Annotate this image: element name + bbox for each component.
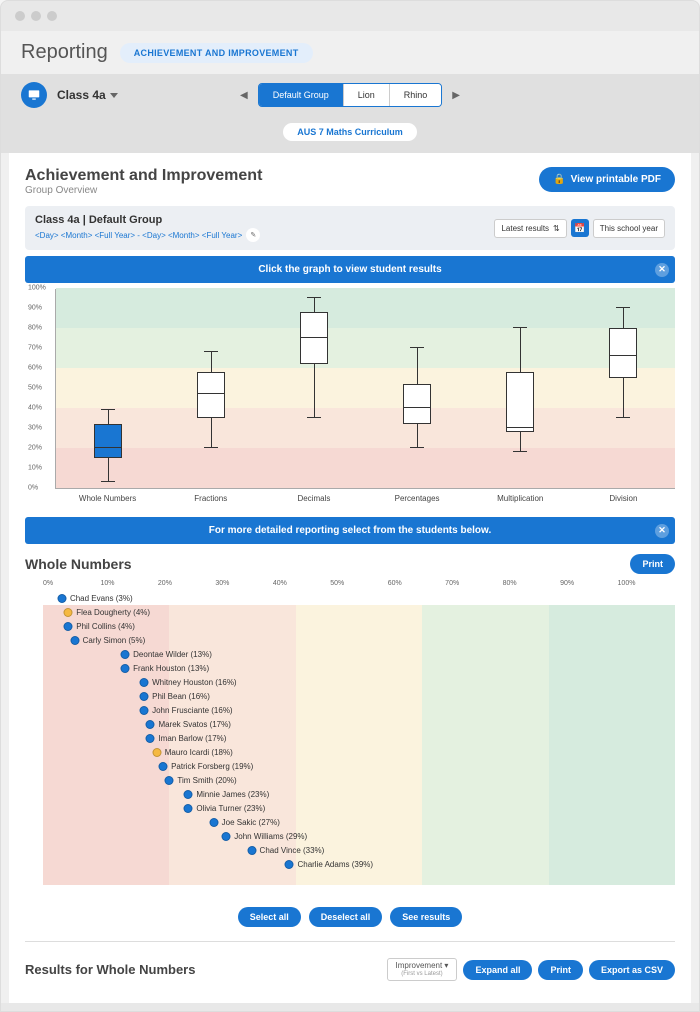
students-banner: For more detailed reporting select from … [25,517,675,544]
print-button[interactable]: Print [630,554,675,574]
view-pdf-label: View printable PDF [571,174,661,185]
student-row[interactable]: Charlie Adams (39%) [43,857,675,871]
group-segment[interactable]: Rhino [390,84,442,106]
student-row[interactable]: Marek Svatos (17%) [43,717,675,731]
student-row[interactable]: Phil Collins (4%) [43,619,675,633]
student-row[interactable]: Flea Dougherty (4%) [43,605,675,619]
student-dotchart: 0%10%20%30%40%50%60%70%80%90%100% Chad E… [43,580,675,885]
group-segmented-control: Default GroupLionRhino [258,83,443,107]
view-pdf-button[interactable]: 🔒 View printable PDF [539,167,675,192]
topbar: Reporting ACHIEVEMENT AND IMPROVEMENT [1,31,699,74]
edit-date-icon[interactable]: ✎ [246,228,260,242]
group-next-arrow[interactable]: ▶ [448,86,464,105]
student-row[interactable]: John Williams (29%) [43,829,675,843]
student-row[interactable]: Iman Barlow (17%) [43,731,675,745]
filter-date-range: <Day> <Month> <Full Year> - <Day> <Month… [35,231,242,240]
curriculum-row: AUS 7 Maths Curriculum [1,116,699,153]
student-row[interactable]: Whitney Houston (16%) [43,675,675,689]
export-csv-button[interactable]: Export as CSV [589,960,675,980]
expand-all-button[interactable]: Expand all [463,960,532,980]
student-row[interactable]: Chad Vince (33%) [43,843,675,857]
latest-results-dropdown[interactable]: Latest results ⇅ [494,219,566,238]
student-row[interactable]: John Frusciante (16%) [43,703,675,717]
calendar-icon[interactable]: 📅 [571,219,589,237]
curriculum-pill[interactable]: AUS 7 Maths Curriculum [283,123,417,141]
student-row[interactable]: Frank Houston (13%) [43,661,675,675]
deselect-all-button[interactable]: Deselect all [309,907,383,927]
improvement-dropdown[interactable]: Improvement ▾ (First vs Latest) [387,958,458,981]
student-row[interactable]: Olivia Turner (23%) [43,801,675,815]
close-banner-icon[interactable]: ✕ [655,263,669,277]
student-row[interactable]: Patrick Forsberg (19%) [43,759,675,773]
class-selector-bar: Class 4a ◀ Default GroupLionRhino ▶ [1,74,699,116]
page-title: Reporting [21,41,108,64]
close-banner-icon[interactable]: ✕ [655,524,669,538]
browser-dots [1,1,699,31]
whole-numbers-title: Whole Numbers [25,556,132,572]
chart-banner: Click the graph to view student results … [25,256,675,283]
students-banner-text: For more detailed reporting select from … [209,525,491,536]
see-results-button[interactable]: See results [390,907,462,927]
student-row[interactable]: Joe Sakic (27%) [43,815,675,829]
student-row[interactable]: Mauro Icardi (18%) [43,745,675,759]
page-badge: ACHIEVEMENT AND IMPROVEMENT [120,43,313,63]
select-all-button[interactable]: Select all [238,907,301,927]
results-title: Results for Whole Numbers [25,962,195,977]
group-prev-arrow[interactable]: ◀ [236,86,252,105]
student-row[interactable]: Tim Smith (20%) [43,773,675,787]
lock-icon: 🔒 [553,174,565,185]
student-row[interactable]: Phil Bean (16%) [43,689,675,703]
student-row[interactable]: Chad Evans (3%) [43,591,675,605]
filter-title: Class 4a | Default Group [35,214,260,226]
student-row[interactable]: Deontae Wilder (13%) [43,647,675,661]
group-segment[interactable]: Default Group [259,84,344,106]
school-year-dropdown[interactable]: This school year [593,219,665,238]
class-icon [21,82,47,108]
student-row[interactable]: Carly Simon (5%) [43,633,675,647]
filter-box: Class 4a | Default Group <Day> <Month> <… [25,206,675,250]
print-results-button[interactable]: Print [538,960,583,980]
boxplot-chart[interactable]: 0%10%20%30%40%50%60%70%80%90%100%Whole N… [55,289,675,489]
student-row[interactable]: Minnie James (23%) [43,787,675,801]
group-segment[interactable]: Lion [344,84,390,106]
chart-banner-text: Click the graph to view student results [258,264,441,275]
panel-subtitle: Group Overview [25,185,262,196]
panel-title: Achievement and Improvement [25,167,262,185]
class-dropdown[interactable]: Class 4a [57,88,118,102]
